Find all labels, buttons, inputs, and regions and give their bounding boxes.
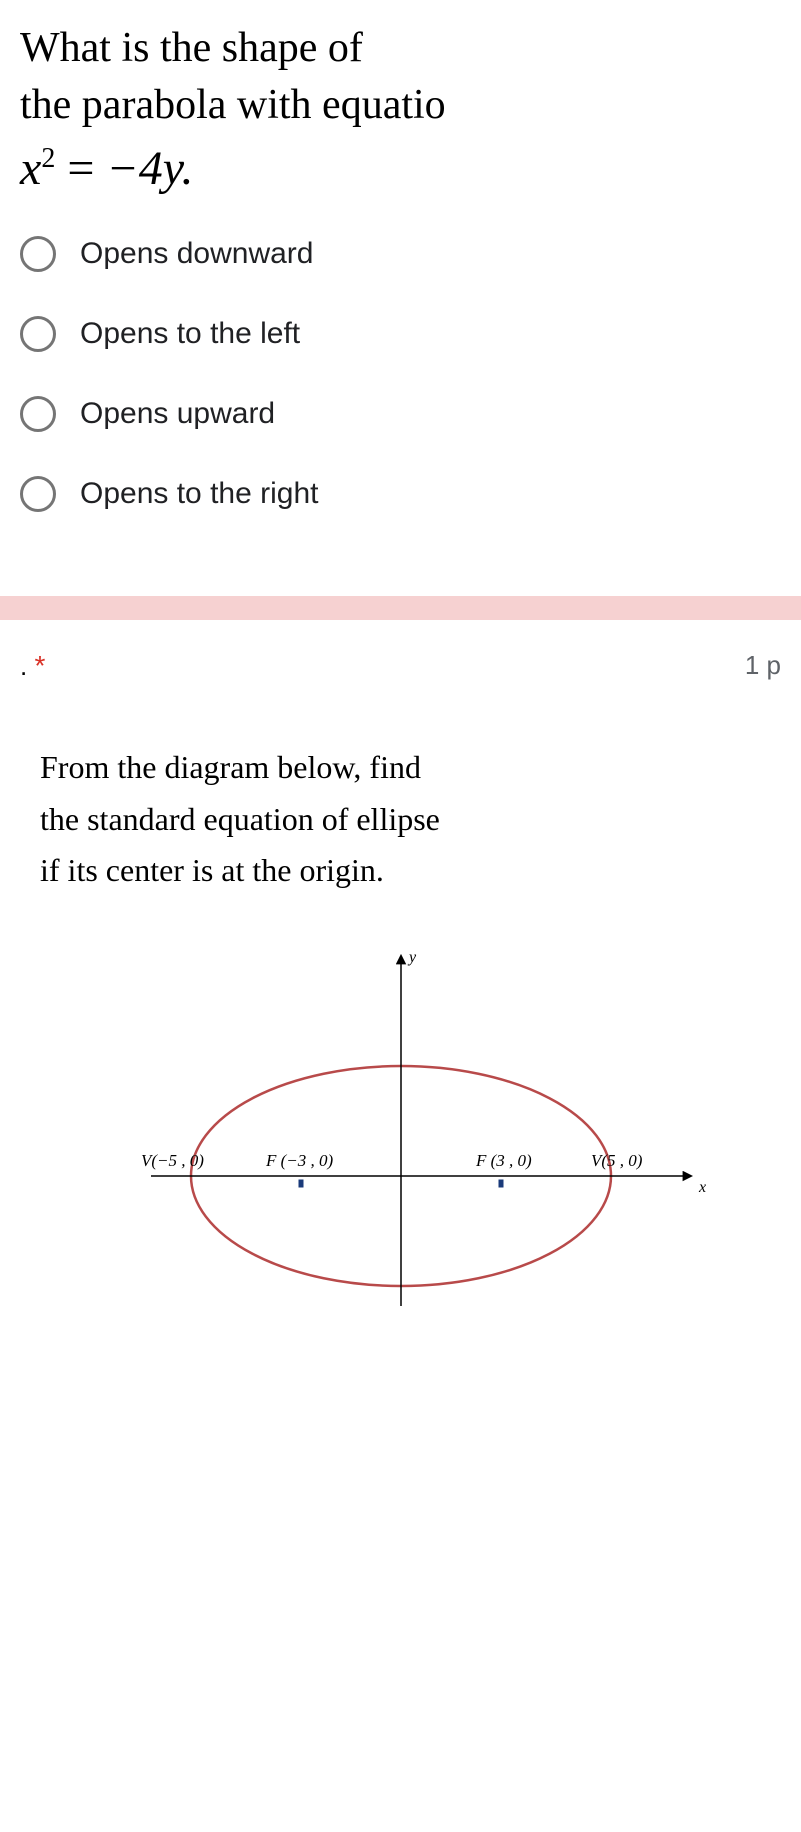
svg-text:V(5 , 0): V(5 , 0) bbox=[591, 1151, 643, 1170]
radio-button[interactable] bbox=[20, 236, 56, 272]
option-label: Opens upward bbox=[80, 397, 275, 431]
ellipse-diagram: y x V(−5 , 0) F (−3 , 0) F (3 , 0) V(5 , 0) bbox=[20, 936, 781, 1316]
option-row[interactable]: Opens downward bbox=[20, 236, 781, 272]
option-row[interactable]: Opens to the left bbox=[20, 316, 781, 352]
q2-line1: From the diagram below, find bbox=[40, 749, 421, 785]
radio-button[interactable] bbox=[20, 476, 56, 512]
svg-text:F (3 , 0): F (3 , 0) bbox=[475, 1151, 532, 1170]
option-row[interactable]: Opens upward bbox=[20, 396, 781, 432]
question-1: What is the shape of the parabola with e… bbox=[0, 0, 801, 596]
eq-eq: = bbox=[55, 142, 106, 195]
diagram-svg: y x V(−5 , 0) F (−3 , 0) F (3 , 0) V(5 , 0) bbox=[81, 936, 721, 1316]
question-1-equation: x2 = −4y. bbox=[20, 141, 781, 196]
dot: . bbox=[20, 651, 27, 681]
option-label: Opens downward bbox=[80, 237, 313, 271]
question-2: . * 1 p From the diagram below, find the… bbox=[0, 620, 801, 1336]
svg-text:y: y bbox=[407, 949, 417, 966]
required-indicator: . * bbox=[20, 650, 45, 682]
radio-button[interactable] bbox=[20, 396, 56, 432]
svg-text:V(−5 , 0): V(−5 , 0) bbox=[141, 1151, 204, 1170]
eq-x: x bbox=[20, 142, 41, 195]
q2-line2: the standard equation of ellipse bbox=[40, 801, 440, 837]
svg-text:F (−3 , 0): F (−3 , 0) bbox=[265, 1151, 334, 1170]
eq-sup: 2 bbox=[41, 143, 55, 174]
eq-rhs: −4y. bbox=[106, 142, 193, 195]
svg-text:x: x bbox=[698, 1179, 706, 1196]
question-1-text: What is the shape of the parabola with e… bbox=[20, 20, 781, 133]
option-row[interactable]: Opens to the right bbox=[20, 476, 781, 512]
q2-line3: if its center is at the origin. bbox=[40, 852, 384, 888]
points-label: 1 p bbox=[745, 650, 781, 681]
question-2-text: From the diagram below, find the standar… bbox=[40, 742, 781, 896]
option-label: Opens to the left bbox=[80, 317, 300, 351]
required-star: * bbox=[34, 650, 45, 681]
radio-button[interactable] bbox=[20, 316, 56, 352]
question-1-options: Opens downward Opens to the left Opens u… bbox=[20, 236, 781, 512]
question-2-header: . * 1 p bbox=[20, 650, 781, 682]
q1-line1: What is the shape of bbox=[20, 25, 363, 71]
option-label: Opens to the right bbox=[80, 477, 318, 511]
q1-line2: the parabola with equatio bbox=[20, 82, 446, 128]
section-divider bbox=[0, 596, 801, 620]
